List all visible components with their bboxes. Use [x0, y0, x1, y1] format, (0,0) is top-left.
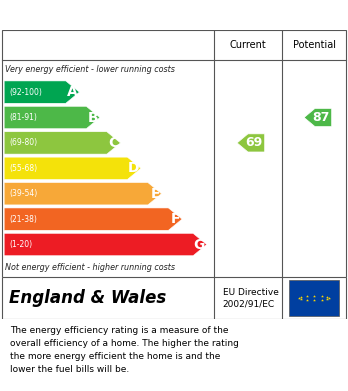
Polygon shape: [4, 233, 207, 256]
Text: Current: Current: [230, 40, 266, 50]
Polygon shape: [4, 208, 182, 230]
Polygon shape: [4, 157, 141, 179]
Text: England & Wales: England & Wales: [9, 289, 166, 307]
Text: D: D: [128, 161, 139, 175]
Text: 87: 87: [313, 111, 330, 124]
Text: 69: 69: [246, 136, 263, 149]
Text: (81-91): (81-91): [9, 113, 37, 122]
Text: Not energy efficient - higher running costs: Not energy efficient - higher running co…: [5, 263, 175, 272]
Polygon shape: [4, 183, 161, 205]
Text: Very energy efficient - lower running costs: Very energy efficient - lower running co…: [5, 65, 175, 74]
Text: A: A: [67, 85, 78, 99]
Polygon shape: [4, 132, 120, 154]
Polygon shape: [237, 134, 265, 152]
Text: Potential: Potential: [293, 40, 337, 50]
Text: B: B: [88, 111, 98, 124]
Text: (69-80): (69-80): [9, 138, 38, 147]
Text: (21-38): (21-38): [9, 215, 37, 224]
Text: (55-68): (55-68): [9, 164, 38, 173]
Text: (39-54): (39-54): [9, 189, 38, 198]
Polygon shape: [304, 108, 332, 127]
Bar: [289, 280, 339, 316]
Text: The energy efficiency rating is a measure of the
overall efficiency of a home. T: The energy efficiency rating is a measur…: [10, 326, 239, 374]
Text: E: E: [150, 187, 160, 201]
Text: Energy Efficiency Rating: Energy Efficiency Rating: [10, 7, 213, 23]
Text: EU Directive
2002/91/EC: EU Directive 2002/91/EC: [223, 288, 279, 308]
Polygon shape: [4, 106, 100, 129]
Text: (1-20): (1-20): [9, 240, 32, 249]
Text: (92-100): (92-100): [9, 88, 42, 97]
Text: G: G: [193, 238, 205, 251]
Text: C: C: [109, 136, 119, 150]
Polygon shape: [4, 81, 79, 103]
Text: F: F: [171, 212, 180, 226]
